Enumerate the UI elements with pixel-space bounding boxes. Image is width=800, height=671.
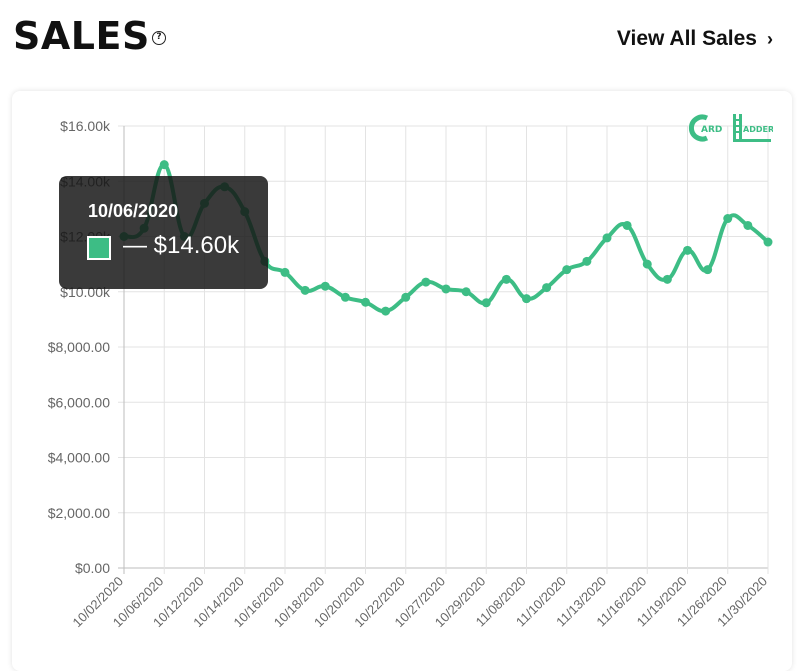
data-point [602, 233, 612, 243]
data-point [381, 306, 391, 316]
data-point [340, 292, 350, 302]
y-tick-label: $6,000.00 [48, 394, 110, 410]
view-all-sales-link[interactable]: View All Sales › [617, 27, 773, 51]
data-point [642, 259, 652, 269]
data-point [481, 298, 491, 308]
logo-text-2: ADDER [743, 125, 773, 134]
data-point [280, 267, 290, 277]
chevron-right-icon: › [767, 28, 773, 49]
data-point [501, 274, 511, 284]
y-tick-label: $16.00k [60, 118, 111, 134]
view-all-sales-label: View All Sales [616, 27, 757, 50]
tooltip-value: — $14.60k [123, 232, 240, 259]
data-point [461, 287, 471, 297]
data-point [441, 284, 451, 294]
data-point [683, 245, 692, 255]
data-point [522, 294, 531, 304]
logo-text-1: ARD [701, 125, 722, 135]
data-point [320, 281, 330, 291]
card-ladder-logo: ARD ADDER [687, 112, 774, 144]
data-point [743, 220, 753, 230]
data-point [562, 265, 572, 275]
data-point [300, 285, 310, 295]
data-point [703, 265, 713, 275]
page-title: SALES [13, 14, 150, 58]
page-header: SALES ? View All Sales › [0, 0, 800, 80]
data-point [361, 297, 370, 307]
data-point [622, 220, 632, 230]
tooltip-date: 10/06/2020 [88, 201, 179, 221]
data-point [542, 283, 552, 293]
data-point [662, 274, 672, 284]
data-point [401, 292, 411, 302]
y-tick-label: $0.00 [75, 560, 110, 576]
data-point [159, 160, 169, 170]
y-tick-label: $4,000.00 [48, 450, 110, 466]
tooltip-color-swatch [87, 236, 111, 260]
chart-tooltip: 10/06/2020 — $14.60k [59, 176, 268, 289]
data-point [723, 214, 733, 224]
y-tick-label: $2,000.00 [48, 505, 110, 521]
question-circle-icon[interactable]: ? [152, 31, 166, 45]
data-point [582, 256, 592, 266]
data-point [421, 277, 431, 287]
data-point [763, 237, 773, 247]
y-tick-label: $8,000.00 [48, 339, 110, 355]
